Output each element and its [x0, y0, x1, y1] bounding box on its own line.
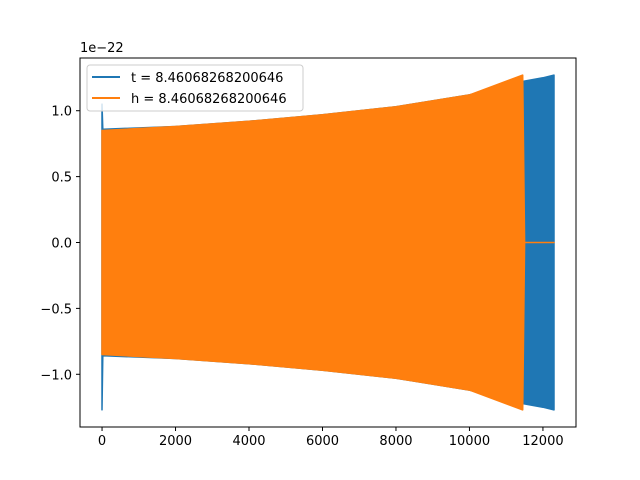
x-tick-label: 12000: [522, 434, 563, 449]
y-tick-label: −0.5: [40, 302, 72, 317]
legend: t = 8.46068268200646 h = 8.46068268200646: [86, 64, 304, 112]
x-tick-label: 4000: [232, 434, 265, 449]
legend-box: [86, 64, 304, 112]
x-tick-label: 10000: [449, 434, 490, 449]
y-tick-label: 0.5: [51, 171, 72, 186]
x-tick-label: 2000: [159, 434, 192, 449]
y-axis: −1.0 −0.5 0.0 0.5 1.0: [40, 105, 80, 383]
x-tick-label: 6000: [306, 434, 339, 449]
y-tick-label: −1.0: [40, 368, 72, 383]
legend-label: h = 8.46068268200646: [131, 92, 287, 107]
x-tick-label: 8000: [379, 434, 412, 449]
y-tick-label: 0.0: [51, 237, 72, 252]
legend-label: t = 8.46068268200646: [131, 71, 283, 86]
x-tick-label: 0: [98, 434, 106, 449]
series-2-band: [101, 74, 555, 411]
series-2: [101, 74, 555, 411]
y-offset-label: 1e−22: [80, 41, 124, 56]
y-tick-label: 1.0: [51, 105, 72, 120]
x-axis: 0 2000 4000 6000 8000 10000 12000: [98, 427, 564, 449]
plot-area: [101, 74, 555, 411]
